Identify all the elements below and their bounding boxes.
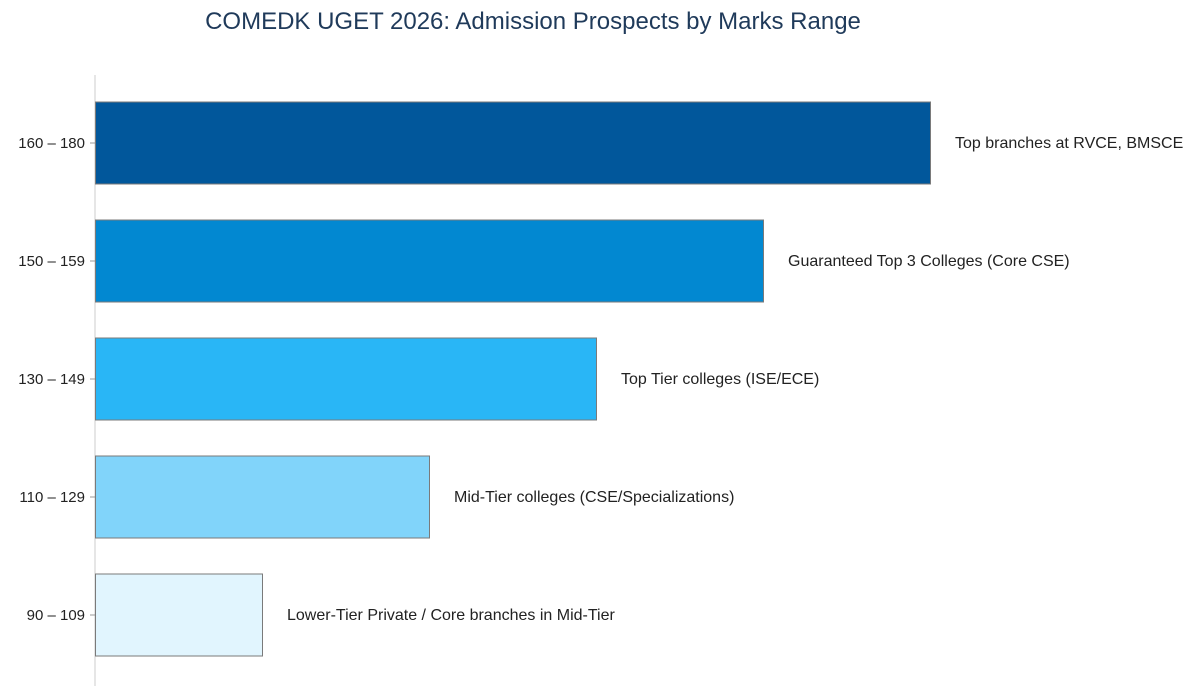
bar-label: Top branches at RVCE, BMSCE <box>955 135 1183 152</box>
y-tick-label: 110 – 129 <box>19 489 85 506</box>
bar-label: Mid-Tier colleges (CSE/Specializations) <box>454 489 734 506</box>
y-tick-label: 90 – 109 <box>27 607 85 624</box>
bar-label: Top Tier colleges (ISE/ECE) <box>621 371 819 388</box>
bar <box>95 573 263 657</box>
bar <box>95 455 430 539</box>
chart-title: COMEDK UGET 2026: Admission Prospects by… <box>205 8 861 35</box>
bar <box>95 101 931 185</box>
bar-label: Lower-Tier Private / Core branches in Mi… <box>287 607 615 624</box>
bar <box>95 337 597 421</box>
bar <box>95 219 764 303</box>
y-tick-label: 130 – 149 <box>18 371 85 388</box>
bar-label: Guaranteed Top 3 Colleges (Core CSE) <box>788 253 1070 270</box>
y-tick-label: 160 – 180 <box>18 135 85 152</box>
y-tick-label: 150 – 159 <box>18 253 85 270</box>
